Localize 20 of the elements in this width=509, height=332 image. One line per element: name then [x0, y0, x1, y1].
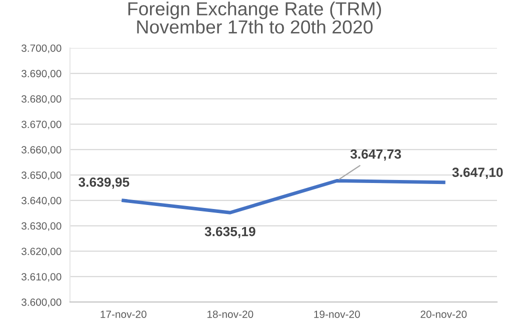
y-tick-label: 3.660,00 [22, 146, 62, 155]
y-tick-label: 3.690,00 [22, 70, 62, 79]
chart-title: Foreign Exchange Rate (TRM) November 17th to 20th 2020 [128, 2, 381, 34]
data-label: 3.635,19 [204, 226, 256, 238]
y-tick-label: 3.670,00 [22, 120, 62, 130]
y-tick-label: 3.610,00 [22, 273, 62, 282]
y-tick-label: 3.700,00 [22, 44, 62, 54]
y-tick-label: 3.620,00 [22, 248, 62, 256]
y-tick-label: 3.650,00 [22, 172, 62, 180]
x-tick-label: 19-nov-20 [314, 310, 360, 318]
x-tick-label: 20-nov-20 [420, 310, 467, 318]
data-label: 3.647,10 [452, 168, 503, 179]
x-tick-label: 18-nov-20 [207, 310, 254, 318]
x-tick-label: 17-nov-20 [100, 310, 146, 318]
y-tick-label: 3.630,00 [22, 222, 62, 231]
data-label: 3.639,95 [78, 177, 130, 189]
y-tick-label: 3.640,00 [22, 196, 62, 206]
y-tick-label: 3.680,00 [22, 95, 62, 104]
y-tick-label: 3.600,00 [22, 298, 62, 308]
data-label: 3.647,73 [350, 149, 401, 161]
